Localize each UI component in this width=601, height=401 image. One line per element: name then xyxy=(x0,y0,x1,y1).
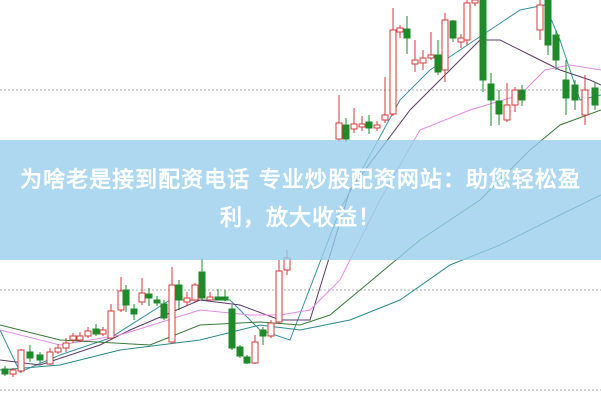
candle-down xyxy=(342,124,350,140)
candle-down xyxy=(214,296,222,301)
candle-down xyxy=(571,84,579,101)
candle-up xyxy=(99,329,107,335)
candle-down xyxy=(495,100,503,115)
candle-up xyxy=(251,341,259,364)
title-banner: 为啥老是接到配资电话 专业炒股配资网站：助您轻松盈利，放大收益！ xyxy=(0,140,601,260)
candle-down xyxy=(365,121,373,129)
candle-up xyxy=(267,322,275,337)
candle-up xyxy=(503,104,511,121)
candle-up xyxy=(511,89,519,106)
candle-up xyxy=(441,19,449,71)
candle-up xyxy=(191,284,199,301)
candle-down xyxy=(175,284,183,301)
candle-up xyxy=(69,335,77,341)
candle-down xyxy=(562,79,570,99)
candle-up xyxy=(419,57,427,64)
candle-down xyxy=(153,299,161,304)
candle-down xyxy=(26,351,34,359)
candle-down xyxy=(552,34,560,61)
candle-up xyxy=(358,123,366,128)
candle-down xyxy=(198,271,206,299)
candle-up xyxy=(46,351,54,365)
candle-down xyxy=(228,308,236,349)
candle-down xyxy=(243,356,251,364)
candle-up xyxy=(76,335,84,341)
candle-down xyxy=(236,346,244,357)
candle-down xyxy=(122,289,130,306)
candle-down xyxy=(434,54,442,73)
candle-up xyxy=(84,330,92,337)
candle-up xyxy=(373,124,381,129)
candle-up xyxy=(381,114,389,121)
candle-down xyxy=(160,303,168,319)
candle-up xyxy=(471,0,479,4)
candle-down xyxy=(479,0,487,81)
candle-up xyxy=(536,4,544,31)
candle-up xyxy=(62,342,70,349)
candle-up xyxy=(183,297,191,303)
candle-down xyxy=(145,293,153,299)
candle-up xyxy=(206,296,214,301)
candle-down xyxy=(36,354,44,361)
candle-down xyxy=(518,89,526,101)
candle-up xyxy=(275,270,283,323)
candle-up xyxy=(350,123,358,130)
article-title: 为啥老是接到配资电话 专业炒股配资网站：助您轻松盈利，放大收益！ xyxy=(20,168,581,231)
candle-up xyxy=(9,369,17,375)
candle-up xyxy=(107,310,115,339)
candle-up xyxy=(427,54,435,59)
candle-up xyxy=(168,284,176,343)
candle-down xyxy=(130,308,138,315)
candle-up xyxy=(457,37,465,43)
moving-average-line xyxy=(0,64,601,346)
candle-up xyxy=(389,29,397,115)
candle-up xyxy=(411,59,419,65)
candle-up xyxy=(463,2,471,41)
candle-up xyxy=(396,27,404,33)
candle-up xyxy=(17,349,25,372)
candle-up xyxy=(581,89,589,116)
candle-up xyxy=(335,122,343,140)
candle-up xyxy=(138,292,146,303)
candle-down xyxy=(221,296,229,301)
candle-down xyxy=(591,87,599,106)
candle-down xyxy=(449,20,457,39)
candle-up xyxy=(54,347,62,353)
candle-down xyxy=(92,328,100,335)
candle-down xyxy=(403,28,411,39)
candle-down xyxy=(487,83,495,101)
candle-down xyxy=(544,0,552,46)
candle-down xyxy=(1,368,9,375)
candle-down xyxy=(259,329,267,337)
